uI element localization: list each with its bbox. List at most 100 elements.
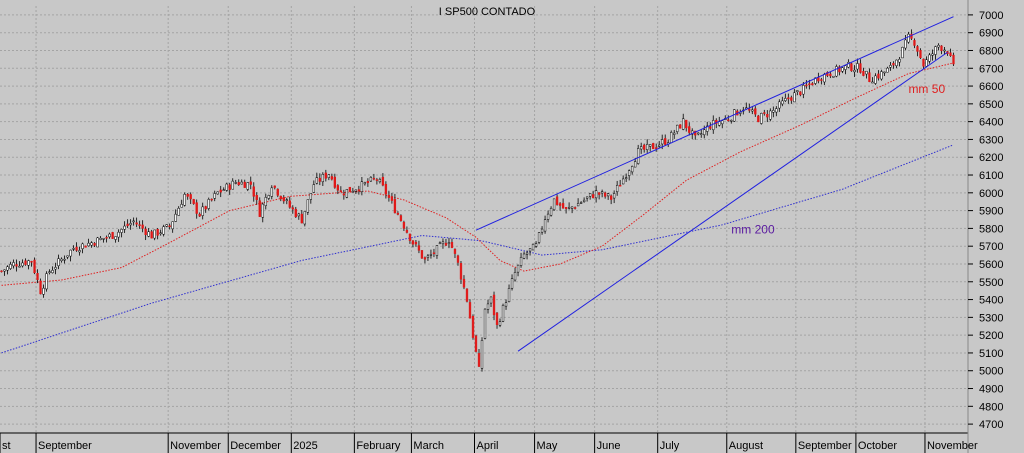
candle-body	[255, 194, 258, 201]
candle-body	[171, 221, 174, 230]
candle-body	[129, 223, 132, 226]
y-tick-label: 5800	[979, 223, 1003, 235]
candle-body	[366, 181, 370, 184]
candle-body	[24, 260, 27, 265]
candle-body	[709, 126, 712, 129]
candle-body	[829, 73, 832, 77]
candle-body	[303, 211, 306, 225]
candle-body	[892, 63, 895, 66]
candle-body	[390, 196, 394, 201]
candle-body	[528, 248, 532, 252]
candle-body	[198, 213, 201, 217]
candle-body	[159, 232, 162, 235]
candle-body	[661, 139, 664, 145]
candle-body	[874, 75, 877, 84]
candle-body	[327, 174, 330, 178]
candle-body	[784, 98, 787, 101]
y-tick-label: 5900	[979, 206, 1003, 218]
candle-body	[417, 245, 421, 251]
candle-body	[558, 203, 562, 206]
candle-body	[652, 143, 655, 150]
x-tick-label: 2025	[293, 440, 317, 452]
candle-body	[781, 100, 784, 105]
candle-body	[585, 196, 589, 199]
candle-body	[147, 231, 150, 237]
candle-body	[297, 213, 300, 217]
annotation-label: mm 200	[731, 223, 775, 237]
candle-body	[9, 264, 12, 269]
candle-body	[57, 258, 60, 267]
candle-body	[898, 59, 901, 63]
candle-body	[240, 181, 243, 185]
candle-body	[625, 177, 628, 179]
candle-body	[324, 172, 327, 179]
candle-body	[36, 273, 39, 280]
candle-body	[549, 207, 553, 216]
candle-body	[703, 129, 706, 136]
candle-body	[462, 278, 466, 288]
candle-body	[108, 233, 111, 238]
candle-body	[393, 198, 397, 214]
candle-body	[760, 113, 763, 124]
candle-body	[432, 252, 436, 254]
candle-body	[901, 47, 904, 59]
candle-body	[192, 199, 195, 204]
candle-body	[862, 71, 865, 76]
candle-body	[465, 288, 469, 302]
candle-body	[318, 177, 321, 182]
candle-body	[637, 148, 640, 164]
candle-body	[426, 255, 430, 258]
candle-body	[213, 193, 216, 199]
candle-body	[357, 189, 361, 192]
candle-body	[778, 101, 781, 109]
y-tick-label: 5100	[979, 348, 1003, 360]
candle-body	[276, 188, 279, 196]
ma50-path	[1, 62, 954, 286]
candle-body	[543, 219, 547, 232]
candle-body	[811, 83, 814, 86]
candle-body	[877, 73, 880, 79]
ma200-line	[1, 144, 954, 354]
candle-body	[204, 206, 207, 210]
y-tick-label: 4800	[979, 401, 1003, 413]
candle-body	[757, 115, 760, 123]
x-tick-label: November	[170, 440, 221, 452]
candle-body	[655, 147, 658, 149]
candle-body	[372, 177, 376, 180]
candle-body	[210, 198, 213, 201]
candle-body	[844, 65, 847, 70]
candle-body	[552, 198, 556, 211]
candle-body	[727, 119, 730, 122]
candle-body	[315, 177, 318, 184]
x-tick-label: November	[927, 440, 978, 452]
candle-body	[643, 144, 646, 150]
y-tick-label: 5500	[979, 277, 1003, 289]
x-tick-label: June	[597, 440, 621, 452]
candle-body	[66, 255, 69, 258]
candle-body	[468, 302, 472, 319]
candle-body	[399, 215, 403, 221]
y-tick-label: 4700	[979, 419, 1003, 431]
candle-body	[531, 243, 535, 251]
candle-body	[919, 50, 922, 58]
candle-body	[354, 189, 358, 192]
candle-body	[378, 179, 382, 183]
candle-body	[363, 182, 367, 185]
candle-body	[868, 72, 871, 83]
candle-body	[48, 271, 51, 273]
x-tick-label: February	[356, 440, 401, 452]
candle-body	[237, 182, 240, 186]
candle-body	[348, 186, 352, 192]
candle-body	[832, 75, 835, 78]
candle-body	[492, 294, 496, 316]
candle-body	[309, 193, 312, 200]
candle-body	[282, 197, 285, 202]
candle-body	[249, 181, 252, 185]
candle-body	[622, 178, 625, 185]
y-tick-label: 6800	[979, 45, 1003, 57]
candle-body	[838, 66, 841, 73]
candle-body	[117, 231, 120, 238]
candle-body	[769, 110, 772, 120]
candle-body	[162, 226, 165, 235]
y-tick-label: 7000	[979, 10, 1003, 22]
